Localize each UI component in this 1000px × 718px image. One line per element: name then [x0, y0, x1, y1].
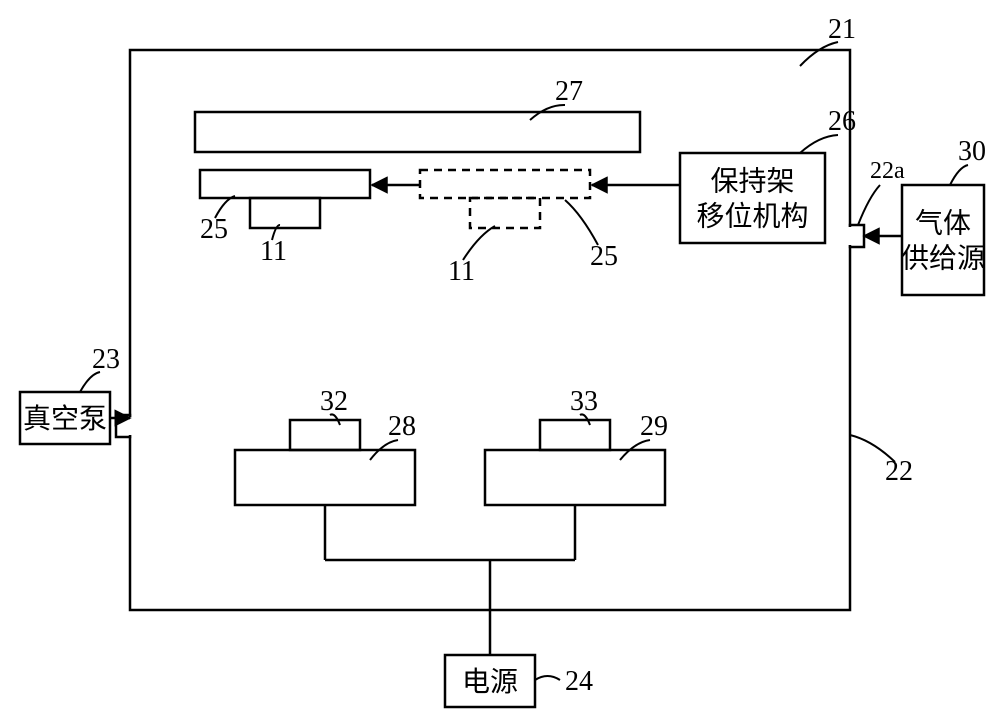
plate-27	[195, 112, 640, 152]
label-24-n24: 24	[535, 666, 593, 697]
label-21-n21: 21	[800, 14, 856, 66]
svg-text:22a: 22a	[870, 158, 905, 184]
target-32	[290, 420, 360, 450]
label-28-n28: 28	[370, 411, 416, 460]
pedestal-28	[235, 450, 415, 505]
svg-text:11: 11	[448, 256, 475, 287]
label-27-n27: 27	[530, 76, 583, 120]
label-11-n11l: 11	[260, 225, 287, 267]
gas-supply-30: 气体供给源	[901, 185, 985, 295]
svg-text:22: 22	[885, 456, 913, 487]
svg-text:25: 25	[590, 241, 618, 272]
label-29-n29: 29	[620, 411, 668, 460]
label-25-n25r: 25	[565, 200, 618, 272]
svg-text:26: 26	[828, 106, 856, 137]
target-33	[540, 420, 610, 450]
svg-text:移位机构: 移位机构	[696, 200, 808, 232]
svg-text:真空泵: 真空泵	[23, 403, 107, 435]
svg-text:24: 24	[565, 666, 593, 697]
label-22a-n22a: 22a	[858, 158, 905, 225]
svg-text:30: 30	[958, 136, 986, 167]
svg-text:33: 33	[570, 386, 598, 417]
svg-text:27: 27	[555, 76, 583, 107]
holder-shift-26: 保持架移位机构	[680, 153, 825, 243]
label-22-n22: 22	[850, 435, 913, 487]
part-11-right-dashed	[470, 198, 540, 228]
svg-text:23: 23	[92, 344, 120, 375]
svg-text:供给源: 供给源	[901, 242, 985, 274]
label-26-n26: 26	[800, 106, 856, 153]
svg-text:气体: 气体	[915, 207, 971, 239]
svg-text:28: 28	[388, 411, 416, 442]
svg-text:保持架: 保持架	[710, 165, 794, 197]
holder-25-right-dashed	[420, 170, 590, 198]
svg-text:25: 25	[200, 214, 228, 245]
chamber-22	[130, 50, 850, 610]
diagram-canvas: 保持架移位机构真空泵 气体供给源电源 21 22 22a 23 24 25 25 26 27 28 29…	[0, 0, 1000, 718]
label-23-n23: 23	[80, 344, 120, 392]
part-11-left	[250, 198, 320, 228]
svg-text:21: 21	[828, 14, 856, 45]
port-right-22a	[850, 225, 864, 247]
holder-25-left	[200, 170, 370, 198]
svg-text:29: 29	[640, 411, 668, 442]
pedestal-29	[485, 450, 665, 505]
svg-text:电源: 电源	[462, 666, 518, 698]
label-11-n11r: 11	[448, 226, 495, 287]
power-24: 电源	[445, 655, 535, 707]
vacuum-pump-23: 真空泵	[20, 392, 110, 444]
svg-text:11: 11	[260, 236, 287, 267]
label-25-n25l: 25	[200, 196, 235, 245]
svg-text:32: 32	[320, 386, 348, 417]
label-30-n30: 30	[950, 136, 986, 185]
